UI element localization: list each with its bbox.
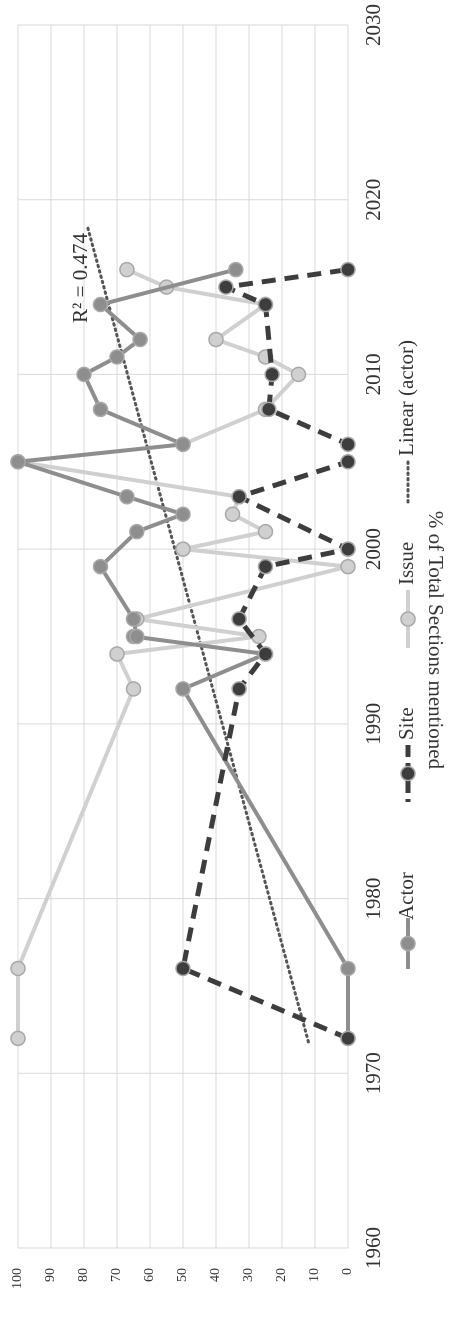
data-point-site	[340, 261, 356, 278]
data-point-actor	[109, 349, 125, 365]
data-point-actor	[175, 681, 191, 697]
data-point-actor	[76, 366, 92, 383]
y-tick-label: 50	[175, 1268, 190, 1282]
data-point-issue	[257, 523, 274, 540]
legend-label: Actor	[394, 872, 418, 920]
x-tick-label: 1990	[361, 703, 385, 745]
grid	[17, 24, 349, 1249]
data-point-site	[257, 558, 274, 575]
data-point-actor	[10, 454, 26, 470]
data-point-actor	[119, 488, 135, 505]
legend-label: Site	[394, 707, 418, 740]
data-point-issue	[175, 541, 191, 557]
data-point-issue	[224, 506, 241, 522]
data-point-actor	[125, 611, 142, 627]
data-point-actor	[175, 436, 191, 453]
tick-labels: 1960197019801990200020102020203001020304…	[10, 4, 385, 1289]
y-tick-label: 20	[274, 1268, 289, 1282]
data-point-actor	[228, 261, 244, 278]
y-tick-label: 30	[241, 1268, 256, 1282]
x-tick-label: 2020	[361, 179, 385, 221]
trendline	[85, 224, 310, 1044]
data-point-issue	[10, 960, 26, 977]
data-point-actor	[92, 401, 109, 418]
data-point-site	[218, 279, 234, 295]
x-tick-label: 2000	[361, 528, 385, 570]
y-axis-title: % of Total Sections mentioned	[424, 511, 448, 770]
y-tick-label: 10	[307, 1268, 322, 1282]
series-line-issue	[16, 267, 350, 1039]
y-tick-label: 0	[340, 1268, 355, 1275]
trendline-line	[85, 224, 310, 1044]
x-tick-label: 2030	[361, 4, 385, 46]
data-point-issue	[290, 366, 307, 383]
data-point-site	[175, 960, 191, 977]
data-point-actor	[92, 296, 109, 313]
legend-marker	[400, 935, 416, 952]
data-point-actor	[92, 558, 109, 575]
legend-item-actor: Actor	[394, 872, 418, 969]
data-point-issue	[119, 261, 135, 278]
data-point-site	[264, 366, 280, 383]
data-point-issue	[251, 628, 267, 645]
x-tick-label: 2010	[361, 353, 385, 395]
data-point-actor	[132, 331, 148, 348]
data-point-issue	[109, 646, 125, 662]
data-point-site	[340, 541, 356, 557]
legend-marker	[400, 765, 416, 782]
data-point-actor	[129, 628, 145, 645]
data-point-site	[340, 1030, 356, 1047]
x-tick-label: 1980	[361, 878, 385, 920]
data-point-issue	[208, 331, 224, 348]
data-point-issue	[340, 558, 356, 575]
data-point-issue	[125, 681, 142, 697]
legend-marker	[400, 611, 416, 627]
y-tick-label: 90	[43, 1268, 58, 1282]
data-point-site	[231, 681, 247, 697]
data-point-site	[231, 488, 247, 505]
x-tick-label: 1960	[361, 1227, 385, 1269]
legend-item-issue: Issue	[394, 542, 418, 648]
data-point-site	[257, 646, 274, 662]
legend-item-linear-actor: Linear (actor)	[394, 340, 418, 507]
data-point-issue	[10, 1030, 26, 1047]
y-tick-label: 80	[76, 1268, 91, 1282]
legend-label: Issue	[394, 542, 418, 585]
series	[10, 261, 356, 1047]
data-point-site	[231, 611, 247, 627]
data-point-actor	[129, 523, 145, 540]
data-point-site	[340, 454, 356, 470]
y-tick-label: 40	[208, 1268, 223, 1282]
y-tick-label: 70	[109, 1268, 124, 1282]
data-point-actor	[340, 960, 356, 977]
series-site	[175, 261, 356, 1047]
legend-item-site: Site	[394, 707, 418, 802]
data-point-site	[340, 436, 356, 453]
x-tick-label: 1970	[361, 1052, 385, 1094]
legend-label: Linear (actor)	[394, 340, 418, 456]
legend: Actor Site Issue Linear (actor)	[394, 340, 418, 969]
data-point-actor	[175, 506, 191, 522]
data-point-site	[261, 401, 277, 418]
y-tick-label: 60	[142, 1268, 157, 1282]
y-tick-label: 100	[10, 1268, 25, 1289]
data-point-site	[257, 296, 274, 313]
r-squared-annotation: R² = 0.474	[68, 233, 92, 323]
